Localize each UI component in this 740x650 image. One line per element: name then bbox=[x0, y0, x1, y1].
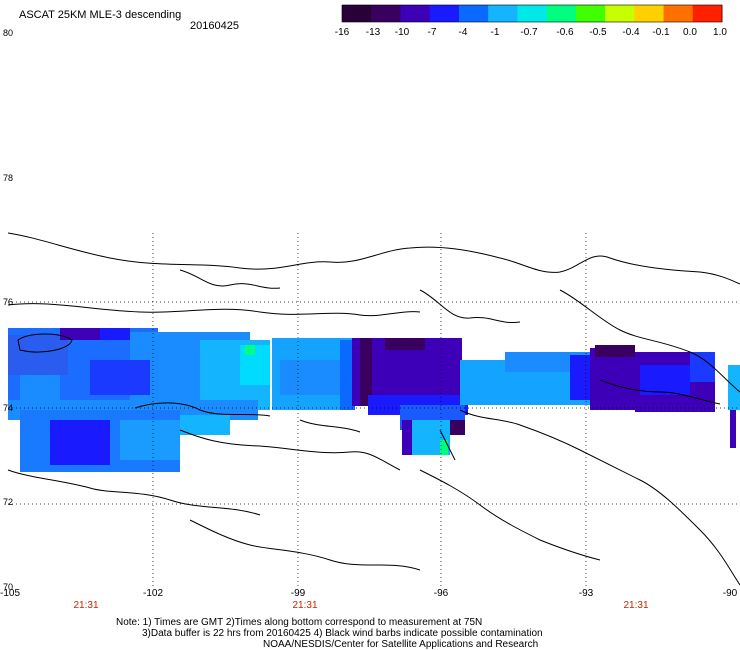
colorbar-swatch bbox=[575, 5, 606, 22]
colorbar-border bbox=[341, 4, 723, 23]
colorbar-label: -0.1 bbox=[652, 27, 670, 38]
colorbar-swatch bbox=[458, 5, 489, 22]
lon-label: -96 bbox=[433, 588, 449, 599]
colorbar-swatch bbox=[546, 5, 577, 22]
lat-label: 80 bbox=[3, 28, 14, 38]
colorbar-label: 1.0 bbox=[713, 27, 727, 38]
colorbar-swatch bbox=[663, 5, 694, 22]
lat-label: 74 bbox=[3, 403, 14, 413]
lon-label: -90 bbox=[722, 588, 738, 599]
data-swath bbox=[8, 328, 740, 472]
colorbar-swatch bbox=[634, 5, 665, 22]
colorbar-label: -0.5 bbox=[589, 27, 607, 38]
colorbar-label: -0.7 bbox=[520, 27, 538, 38]
colorbar-label: -4 bbox=[458, 27, 468, 38]
time-label: 21:31 bbox=[292, 600, 318, 611]
lat-label: 70 bbox=[3, 582, 14, 592]
colorbar-swatch bbox=[692, 5, 723, 22]
colorbar-label: -1 bbox=[490, 27, 500, 38]
colorbar-swatch bbox=[488, 5, 518, 22]
colorbar-swatch bbox=[429, 5, 460, 22]
note-line: Note: 1) Times are GMT 2)Times along bot… bbox=[116, 617, 483, 628]
colorbar-label: -7 bbox=[427, 27, 437, 38]
lat-label: 72 bbox=[3, 497, 14, 507]
colorbar-label: 0.0 bbox=[683, 27, 697, 38]
colorbar-label: -0.6 bbox=[556, 27, 574, 38]
map-date: 20160425 bbox=[190, 20, 239, 32]
colorbar-label: -16 bbox=[334, 27, 350, 38]
colorbar-label: -10 bbox=[394, 27, 410, 38]
lon-label: -93 bbox=[578, 588, 594, 599]
lat-label: 78 bbox=[3, 173, 14, 183]
lon-label: -102 bbox=[142, 588, 164, 599]
lon-label: -99 bbox=[290, 588, 306, 599]
lat-label: 76 bbox=[3, 297, 14, 307]
colorbar-swatch bbox=[371, 5, 401, 22]
colorbar-swatch bbox=[605, 5, 635, 22]
colorbar-label: -13 bbox=[365, 27, 381, 38]
lon-label: -105 bbox=[0, 588, 21, 599]
map-title: ASCAT 25KM MLE-3 descending bbox=[19, 9, 182, 21]
colorbar-swatch bbox=[517, 5, 548, 22]
colorbar-swatch bbox=[342, 5, 372, 22]
time-label: 21:31 bbox=[73, 600, 99, 611]
colorbar-swatch bbox=[400, 5, 431, 22]
colorbar-label: -0.4 bbox=[622, 27, 640, 38]
time-label: 21:31 bbox=[623, 600, 649, 611]
coastlines bbox=[7, 232, 740, 586]
note-line: 3)Data buffer is 22 hrs from 20160425 4)… bbox=[142, 628, 543, 639]
colorbar bbox=[341, 4, 723, 23]
note-line: NOAA/NESDIS/Center for Satellite Applica… bbox=[263, 639, 539, 650]
